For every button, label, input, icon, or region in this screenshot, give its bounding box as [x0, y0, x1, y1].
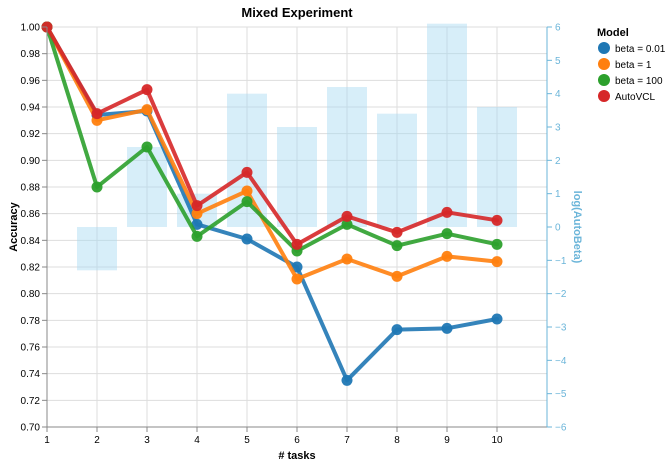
autobeta-bar	[477, 107, 517, 227]
legend-title: Model	[597, 27, 629, 39]
y2-tick-label: 4	[555, 89, 561, 100]
data-point	[491, 313, 503, 325]
y-tick-label: 0.98	[21, 49, 41, 60]
legend-swatch	[598, 74, 610, 86]
x-tick-label: 1	[44, 435, 50, 446]
y2-tick-label: 2	[555, 156, 561, 167]
data-point	[241, 166, 253, 178]
y-tick-label: 0.80	[21, 289, 41, 300]
x-tick-label: 3	[144, 435, 150, 446]
data-point	[141, 104, 153, 116]
legend-label: AutoVCL	[615, 92, 655, 103]
data-point	[91, 181, 103, 193]
x-axis-label: # tasks	[278, 450, 315, 462]
data-point	[491, 214, 503, 226]
data-point	[191, 208, 203, 220]
legend: Model beta = 0.01 beta = 1 beta = 100 AutoV…	[597, 27, 666, 103]
legend-swatch	[598, 58, 610, 70]
data-point	[341, 218, 353, 230]
y-tick-label: 0.72	[21, 396, 41, 407]
y2-tick-label: 6	[555, 23, 561, 34]
x-tick-label: 8	[394, 435, 400, 446]
y-tick-label: 0.94	[21, 103, 41, 114]
data-point	[141, 141, 153, 153]
y-tick-label: 0.86	[21, 209, 41, 220]
y2-tick-label: −1	[555, 256, 567, 267]
data-point	[141, 84, 153, 96]
data-point	[391, 324, 403, 336]
y-tick-label: 0.70	[21, 423, 41, 434]
data-point	[191, 230, 203, 242]
data-point	[291, 238, 303, 250]
y-tick-label: 0.78	[21, 316, 41, 327]
x-tick-label: 4	[194, 435, 200, 446]
data-point	[441, 250, 453, 262]
y-tick-label: 0.90	[21, 156, 41, 167]
data-point	[491, 238, 503, 250]
y-tick-label: 0.84	[21, 236, 41, 247]
series-line	[45, 25, 499, 253]
data-point	[341, 374, 353, 386]
autobeta-bar	[427, 23, 467, 227]
legend-swatch	[598, 42, 610, 54]
data-point	[391, 270, 403, 282]
data-point	[391, 226, 403, 238]
y-tick-label: 0.74	[21, 369, 41, 380]
data-point	[441, 206, 453, 218]
y2-tick-label: 0	[555, 223, 561, 234]
chart-title: Mixed Experiment	[241, 5, 353, 20]
x-tick-label: 9	[444, 435, 450, 446]
autobeta-bar	[77, 227, 117, 271]
series-line	[45, 25, 499, 281]
y-tick-label: 1.00	[21, 23, 41, 34]
legend-swatch	[598, 90, 610, 102]
y2-tick-label: 1	[555, 189, 561, 200]
x-tick-label: 2	[94, 435, 100, 446]
y2-tick-label: −5	[555, 389, 567, 400]
legend-label: beta = 0.01	[615, 44, 666, 55]
y2-tick-label: −6	[555, 423, 567, 434]
accuracy-lines	[41, 21, 503, 386]
x-tick-label: 6	[294, 435, 300, 446]
data-point	[341, 253, 353, 265]
y-tick-label: 0.76	[21, 343, 41, 354]
y-tick-label: 0.88	[21, 183, 41, 194]
data-point	[241, 233, 253, 245]
data-point	[291, 261, 303, 273]
y-tick-label: 0.96	[21, 76, 41, 87]
axes: 0.70 0.72 0.74 0.76 0.78 0.80 0.82 0.84 0.86 0.88…	[21, 23, 567, 447]
data-point	[441, 322, 453, 334]
data-point	[191, 200, 203, 212]
y2-tick-label: −4	[555, 356, 567, 367]
legend-label: beta = 1	[615, 60, 652, 71]
x-tick-label: 5	[244, 435, 250, 446]
data-point	[241, 185, 253, 197]
autobeta-bar	[277, 127, 317, 227]
data-point	[341, 210, 353, 222]
x-tick-label: 7	[344, 435, 350, 446]
y2-tick-label: 3	[555, 123, 561, 134]
y2-tick-label: −2	[555, 289, 567, 300]
data-point	[241, 196, 253, 208]
data-point	[391, 240, 403, 252]
legend-label: beta = 100	[615, 76, 663, 87]
data-point	[491, 256, 503, 268]
data-point	[91, 108, 103, 120]
y2-tick-label: 5	[555, 56, 561, 67]
x-tick-label: 10	[491, 435, 503, 446]
y-tick-label: 0.92	[21, 129, 41, 140]
y-tick-label: 0.82	[21, 263, 41, 274]
y2-axis-label: log(AutoBeta)	[571, 191, 583, 264]
autobeta-bar	[377, 113, 417, 227]
data-point	[191, 218, 203, 230]
autobeta-bar	[127, 147, 167, 227]
data-point	[441, 228, 453, 240]
data-point	[291, 273, 303, 285]
autobeta-bar	[327, 87, 367, 227]
series-line	[45, 25, 499, 247]
y2-tick-label: −3	[555, 323, 567, 334]
y-axis-label: Accuracy	[8, 201, 20, 251]
